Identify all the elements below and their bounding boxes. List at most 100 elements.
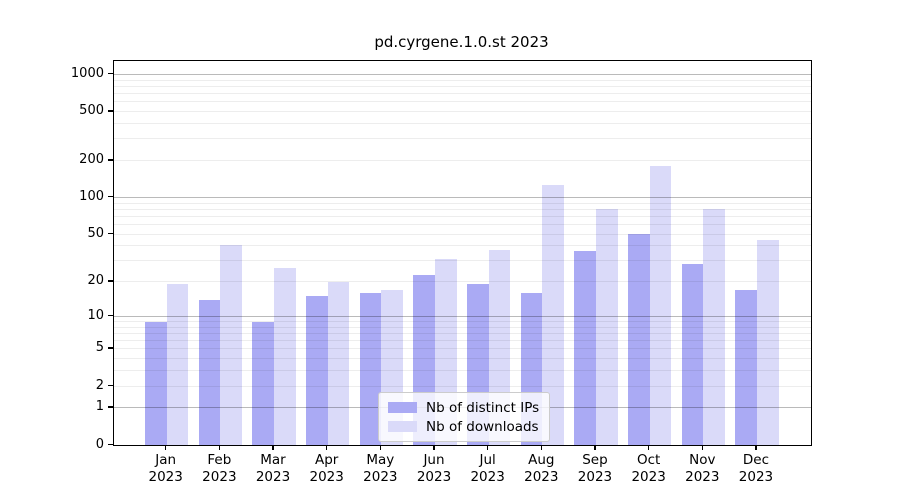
x-tick-label-year: 2023 [148, 469, 183, 485]
chart-title: pd.cyrgene.1.0.st 2023 [374, 33, 549, 51]
legend-item-distinct-ips: Nb of distinct IPs [388, 398, 539, 417]
bar-nb-of-distinct-ips-oct [627, 234, 650, 445]
x-tick-label-year: 2023 [309, 469, 344, 485]
minor-gridline [114, 85, 811, 87]
minor-gridline [114, 111, 811, 113]
bar-nb-of-distinct-ips-apr [305, 296, 328, 445]
x-tick-label-month: Aug [528, 452, 555, 468]
legend-item-downloads: Nb of downloads [388, 417, 539, 436]
x-tick-label-month: Mar [260, 452, 286, 468]
bar-nb-of-downloads-dec [756, 239, 779, 445]
major-gridline [114, 73, 811, 75]
bar-nb-of-downloads-jan [166, 284, 189, 445]
x-tick-label-year: 2023 [685, 469, 720, 485]
bar-nb-of-downloads-sep [595, 209, 618, 445]
bar-nb-of-downloads-apr [327, 281, 350, 445]
x-tick-label: Aug 2023 [511, 452, 571, 486]
x-axis-tick [755, 445, 757, 450]
x-tick-label-month: Nov [689, 452, 716, 468]
y-tick-label: 100 [79, 188, 104, 204]
y-axis-tick [108, 314, 113, 317]
bar-nb-of-downloads-oct [649, 166, 672, 445]
x-axis-tick [433, 445, 435, 450]
minor-gridline [114, 138, 811, 140]
x-tick-label-month: Feb [207, 452, 232, 468]
bar-nb-of-downloads-aug [542, 184, 564, 445]
legend-label-downloads: Nb of downloads [426, 418, 539, 435]
minor-gridline [114, 79, 811, 81]
x-axis-tick [325, 445, 328, 450]
x-tick-label-year: 2023 [202, 469, 237, 485]
y-axis-tick [108, 280, 113, 282]
x-tick-label-year: 2023 [363, 469, 398, 485]
x-tick-label-month: May [366, 452, 395, 468]
bar-nb-of-distinct-ips-may [359, 293, 382, 445]
x-tick-label-year: 2023 [470, 469, 505, 485]
y-tick-label: 200 [79, 152, 104, 168]
y-tick-label: 2 [95, 377, 104, 393]
bar-nb-of-downloads-mar [274, 268, 296, 445]
x-axis-tick [594, 445, 596, 450]
y-tick-label: 1 [95, 399, 104, 415]
bar-nb-of-distinct-ips-dec [735, 289, 757, 445]
bar-nb-of-distinct-ips-nov [681, 264, 704, 445]
x-tick-label-month: Dec [742, 452, 770, 468]
y-axis-tick [108, 406, 113, 408]
minor-gridline [114, 123, 811, 124]
bar-nb-of-downloads-nov [703, 208, 725, 445]
minor-gridline [114, 101, 811, 103]
x-tick-label: Sep 2023 [565, 452, 625, 486]
x-tick-label: Jun 2023 [404, 452, 464, 486]
x-tick-label: Jul 2023 [458, 452, 518, 486]
x-axis-tick [164, 445, 167, 450]
y-axis-tick [108, 110, 113, 112]
x-axis-tick [647, 445, 650, 450]
y-tick-label: 0 [95, 436, 104, 452]
x-tick-label: Oct 2023 [619, 452, 679, 486]
y-axis-tick [108, 443, 113, 445]
x-tick-label-month: Oct [636, 452, 661, 468]
x-tick-label-year: 2023 [577, 469, 613, 485]
x-axis-tick [218, 445, 221, 450]
x-axis-tick [272, 445, 274, 450]
x-tick-label: Feb 2023 [189, 452, 249, 486]
major-gridline [114, 196, 811, 198]
x-axis-tick [379, 445, 382, 450]
y-tick-label: 10 [87, 307, 104, 323]
x-tick-label-year: 2023 [416, 469, 452, 485]
x-tick-label-month: Apr [314, 452, 339, 468]
x-tick-label-year: 2023 [524, 469, 559, 485]
legend: Nb of distinct IPs Nb of downloads [378, 392, 551, 442]
x-tick-label-year: 2023 [738, 469, 774, 485]
x-tick-label: Apr 2023 [297, 452, 357, 486]
x-axis-tick [701, 445, 704, 450]
x-tick-label: Jan 2023 [136, 452, 196, 486]
bar-nb-of-distinct-ips-jan [145, 321, 167, 445]
x-axis-tick [486, 445, 489, 450]
y-tick-label: 5 [95, 340, 104, 356]
x-tick-label-month: Jan [155, 452, 177, 468]
x-tick-label: May 2023 [350, 452, 410, 486]
y-tick-label: 50 [87, 225, 104, 241]
y-tick-label: 20 [87, 273, 104, 289]
bar-nb-of-distinct-ips-mar [252, 321, 274, 445]
y-axis-tick [108, 72, 113, 75]
x-tick-label-year: 2023 [631, 469, 666, 485]
bar-nb-of-downloads-feb [220, 244, 243, 445]
legend-swatch-downloads [388, 421, 417, 432]
x-tick-label: Dec 2023 [726, 452, 786, 486]
y-axis-tick [108, 384, 113, 387]
x-axis-tick [540, 445, 543, 450]
y-axis-tick [108, 159, 113, 161]
legend-label-distinct-ips: Nb of distinct IPs [426, 399, 540, 416]
x-tick-label-month: Jul [479, 452, 496, 468]
bar-nb-of-distinct-ips-sep [574, 251, 596, 445]
y-axis-tick [108, 232, 113, 235]
x-tick-label-month: Sep [582, 452, 608, 468]
minor-gridline [114, 93, 811, 95]
legend-swatch-distinct-ips [388, 402, 417, 413]
bar-nb-of-distinct-ips-feb [198, 299, 221, 445]
plot-area [113, 60, 812, 446]
x-tick-label-month: Jun [423, 452, 445, 468]
